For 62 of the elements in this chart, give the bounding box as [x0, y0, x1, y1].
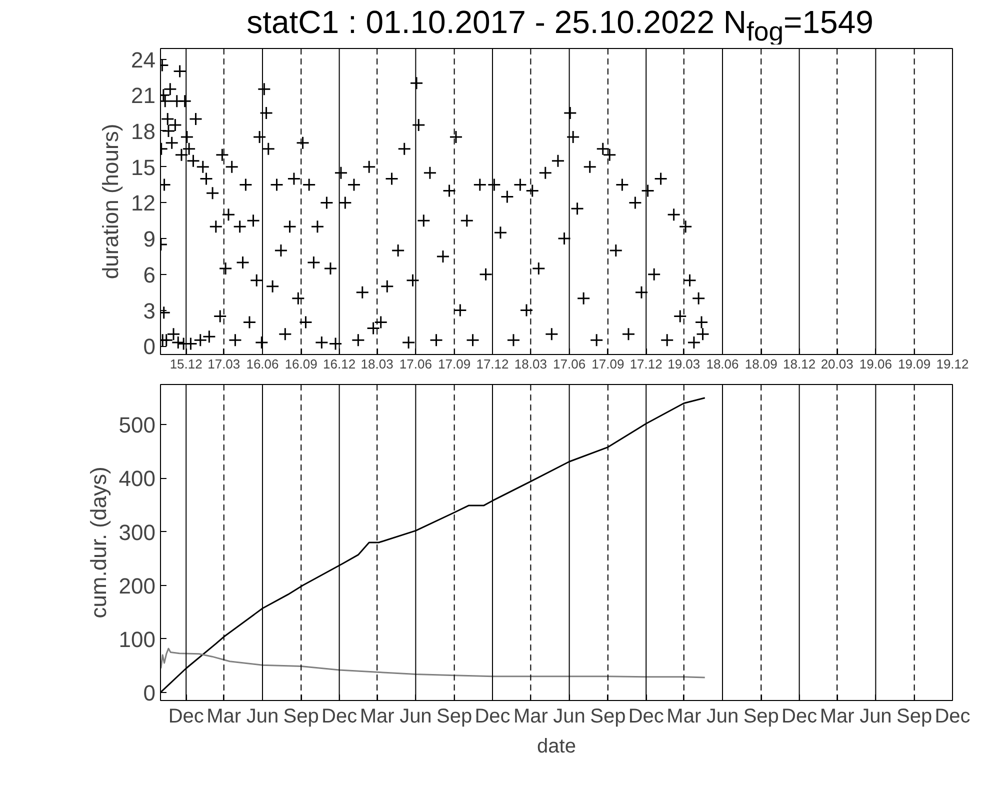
x-tick-label: Mar — [513, 706, 548, 728]
y-tick-label: 12 — [131, 190, 156, 216]
y-axis-title: duration (hours) — [98, 124, 124, 280]
x-tick-label: 18.06 — [706, 356, 739, 372]
x-tick-label: Dec — [934, 706, 970, 728]
y-tick-label: 18 — [131, 118, 156, 144]
x-tick-label: Dec — [474, 706, 510, 728]
x-tick-label: 16.12 — [323, 356, 356, 372]
y-tick-label: 6 — [143, 262, 156, 288]
x-tick-label: Jun — [246, 706, 279, 728]
x-tick-label: Sep — [283, 706, 319, 728]
x-tick-label: Sep — [896, 706, 932, 728]
x-tick-label: Sep — [436, 706, 472, 728]
x-tick-label: Jun — [860, 706, 892, 728]
y-tick-label: 0 — [143, 680, 156, 706]
x-tick-label: Dec — [322, 706, 358, 728]
y-tick-label: 400 — [118, 466, 156, 492]
x-tick-label: Sep — [743, 706, 779, 728]
x-tick-label: 19.06 — [859, 356, 892, 372]
x-tick-label: Mar — [206, 706, 242, 728]
x-tick-label: 19.12 — [936, 356, 969, 372]
x-tick-label: 17.12 — [630, 356, 662, 372]
x-tick-label: Jun — [400, 706, 432, 728]
x-axis-title: date — [537, 736, 576, 758]
x-tick-label: 18.03 — [514, 356, 547, 372]
x-tick-label: Dec — [782, 706, 818, 728]
x-tick-label: 17.03 — [208, 356, 240, 372]
y-tick-label: 200 — [118, 573, 156, 598]
y-tick-label: 300 — [118, 520, 156, 545]
x-tick-label: 17.06 — [553, 356, 586, 372]
y-tick-label: 100 — [118, 626, 156, 652]
x-tick-label: 19.03 — [668, 356, 700, 372]
line-series — [160, 648, 706, 678]
x-tick-label: 15.12 — [170, 356, 202, 372]
y-tick-label: 9 — [143, 226, 156, 252]
x-tick-label: Jun — [553, 706, 586, 728]
x-tick-label: 16.06 — [246, 356, 279, 372]
x-tick-label: Mar — [666, 706, 702, 728]
x-tick-label: 20.03 — [820, 356, 854, 372]
x-tick-label: Mar — [820, 706, 855, 728]
x-tick-label: 18.09 — [744, 356, 778, 372]
chart-title: statC1 : 01.10.2017 - 25.10.2022 N$_{fog}$=1549 — [246, 4, 874, 46]
x-tick-label: Dec — [628, 706, 664, 728]
x-tick-label: 17.09 — [592, 356, 624, 372]
x-tick-label: 17.12 — [476, 356, 509, 372]
y-tick-label: 0 — [143, 334, 156, 360]
x-tick-label: 16.09 — [284, 356, 318, 372]
x-tick-label: 18.03 — [360, 356, 394, 372]
x-tick-label: Sep — [590, 706, 626, 728]
x-tick-label: Dec — [168, 706, 204, 728]
x-tick-label: 18.12 — [783, 356, 816, 372]
y-tick-label: 15 — [131, 154, 156, 180]
x-tick-label: 19.09 — [898, 356, 931, 372]
x-tick-label: 17.09 — [438, 356, 471, 372]
x-tick-label: Mar — [360, 706, 395, 728]
y-axis-title: cum.dur. (days) — [86, 466, 111, 618]
x-tick-label: 17.06 — [399, 356, 432, 372]
y-tick-label: 24 — [131, 47, 156, 72]
y-tick-label: 21 — [131, 83, 156, 108]
y-tick-label: 3 — [143, 298, 156, 324]
y-tick-label: 500 — [118, 412, 156, 438]
x-tick-label: Jun — [706, 706, 739, 728]
